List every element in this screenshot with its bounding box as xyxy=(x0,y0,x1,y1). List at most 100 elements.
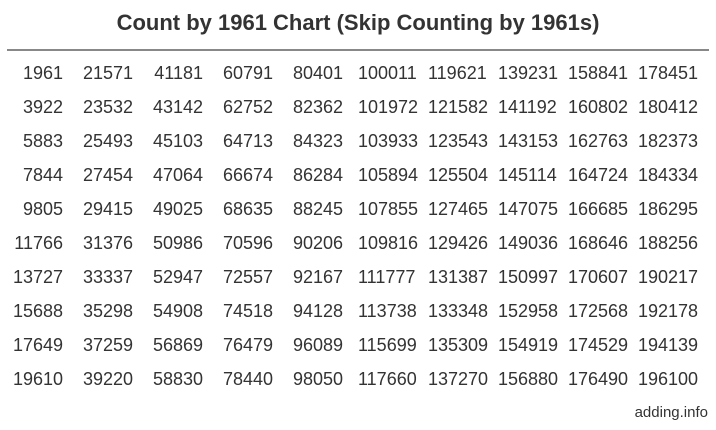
table-cell: 160802 xyxy=(568,96,629,117)
table-cell: 3922 xyxy=(22,96,63,117)
table-cell: 137270 xyxy=(428,368,489,389)
table-cell: 54908 xyxy=(152,300,203,321)
table-row: 7844 27454 47064 66674 86284 105894 125504 1451… xyxy=(8,158,708,192)
table-cell: 145114 xyxy=(498,164,557,185)
table-cell: 31376 xyxy=(82,232,133,253)
table-cell: 60791 xyxy=(222,62,273,83)
table-cell: 64713 xyxy=(222,130,273,151)
table-row: 3922 23532 43142 62752 82362 101972 121582 1411… xyxy=(8,90,708,124)
table-cell: 139231 xyxy=(498,62,559,83)
table-cell: 27454 xyxy=(82,164,133,185)
table-cell: 156880 xyxy=(498,368,559,389)
table-cell: 143153 xyxy=(498,130,559,151)
table-cell: 154919 xyxy=(498,334,559,355)
table-cell: 178451 xyxy=(638,62,699,83)
table-cell: 33337 xyxy=(82,266,133,287)
table-cell: 115699 xyxy=(358,334,417,355)
table-cell: 68635 xyxy=(222,198,273,219)
table-cell: 149036 xyxy=(498,232,559,253)
table-cell: 174529 xyxy=(568,334,629,355)
table-cell: 90206 xyxy=(292,232,343,253)
table-cell: 13727 xyxy=(12,266,63,287)
table-cell: 180412 xyxy=(638,96,699,117)
table-cell: 186295 xyxy=(638,198,699,219)
table-cell: 74518 xyxy=(222,300,273,321)
table-cell: 50986 xyxy=(152,232,203,253)
table-cell: 152958 xyxy=(498,300,559,321)
table-cell: 70596 xyxy=(222,232,273,253)
table-cell: 117660 xyxy=(358,368,417,389)
table-cell: 192178 xyxy=(638,300,699,321)
page-title: Count by 1961 Chart (Skip Counting by 19… xyxy=(116,10,600,35)
table-cell: 170607 xyxy=(568,266,629,287)
table-cell: 158841 xyxy=(568,62,629,83)
table-cell: 15688 xyxy=(12,300,63,321)
table-row: 19610 39220 58830 78440 98050 117660 137270 156… xyxy=(8,362,708,396)
table-cell: 131387 xyxy=(428,266,489,287)
table-cell: 41181 xyxy=(154,62,203,83)
table-cell: 113738 xyxy=(358,300,417,321)
table-cell: 11766 xyxy=(14,232,63,253)
table-cell: 141192 xyxy=(498,96,557,117)
table-cell: 1961 xyxy=(22,62,63,83)
table-cell: 98050 xyxy=(292,368,343,389)
table-cell: 17649 xyxy=(12,334,63,355)
table-cell: 109816 xyxy=(358,232,419,253)
table-cell: 194139 xyxy=(638,334,699,355)
table-cell: 182373 xyxy=(638,130,699,151)
table-cell: 23532 xyxy=(82,96,133,117)
table-cell: 111777 xyxy=(358,266,416,287)
table-cell: 135309 xyxy=(428,334,489,355)
table-row: 1961 21571 41181 60791 80401 100011 119621 1392… xyxy=(8,56,708,90)
site-credit: adding.info xyxy=(634,404,708,421)
table-cell: 45103 xyxy=(152,130,203,151)
table-cell: 107855 xyxy=(358,198,419,219)
table-cell: 52947 xyxy=(152,266,203,287)
table-cell: 188256 xyxy=(638,232,699,253)
table-cell: 37259 xyxy=(82,334,133,355)
table-body: 1961 21571 41181 60791 80401 100011 119621 1392… xyxy=(8,56,708,396)
table-cell: 47064 xyxy=(152,164,203,185)
table-cell: 78440 xyxy=(222,368,273,389)
table-cell: 76479 xyxy=(222,334,273,355)
table-cell: 164724 xyxy=(568,164,629,185)
table-row: 5883 25493 45103 64713 84323 103933 123543 1431… xyxy=(8,124,708,158)
table-cell: 121582 xyxy=(428,96,489,117)
table-cell: 119621 xyxy=(428,62,487,83)
table-cell: 58830 xyxy=(152,368,203,389)
table-cell: 66674 xyxy=(222,164,273,185)
table-cell: 62752 xyxy=(222,96,273,117)
title-divider xyxy=(7,49,709,51)
table-cell: 21571 xyxy=(82,62,133,83)
table-cell: 103933 xyxy=(358,130,419,151)
table-cell: 94128 xyxy=(292,300,343,321)
table-cell: 9805 xyxy=(22,198,63,219)
table-cell: 168646 xyxy=(568,232,629,253)
table-cell: 92167 xyxy=(292,266,343,287)
table-cell: 49025 xyxy=(152,198,203,219)
table-row: 13727 33337 52947 72557 92167 111777 131387 150… xyxy=(8,260,708,294)
table-cell: 150997 xyxy=(498,266,559,287)
table-cell: 127465 xyxy=(428,198,489,219)
table-row: 15688 35298 54908 74518 94128 113738 133348 152… xyxy=(8,294,708,328)
table-cell: 43142 xyxy=(152,96,203,117)
table-cell: 86284 xyxy=(292,164,343,185)
table-cell: 56869 xyxy=(152,334,203,355)
table-cell: 35298 xyxy=(82,300,133,321)
table-cell: 25493 xyxy=(82,130,133,151)
table-cell: 82362 xyxy=(292,96,343,117)
table-cell: 147075 xyxy=(498,198,559,219)
table-cell: 105894 xyxy=(358,164,419,185)
table-row: 9805 29415 49025 68635 88245 107855 127465 1470… xyxy=(8,192,708,226)
table-cell: 39220 xyxy=(82,368,133,389)
table-cell: 29415 xyxy=(82,198,133,219)
table-cell: 88245 xyxy=(292,198,343,219)
table-cell: 162763 xyxy=(568,130,629,151)
table-row: 17649 37259 56869 76479 96089 115699 135309 154… xyxy=(8,328,708,362)
table-cell: 7844 xyxy=(22,164,63,185)
table-cell: 84323 xyxy=(292,130,343,151)
table-cell: 166685 xyxy=(568,198,629,219)
table-cell: 100011 xyxy=(358,62,417,83)
table-cell: 125504 xyxy=(428,164,489,185)
